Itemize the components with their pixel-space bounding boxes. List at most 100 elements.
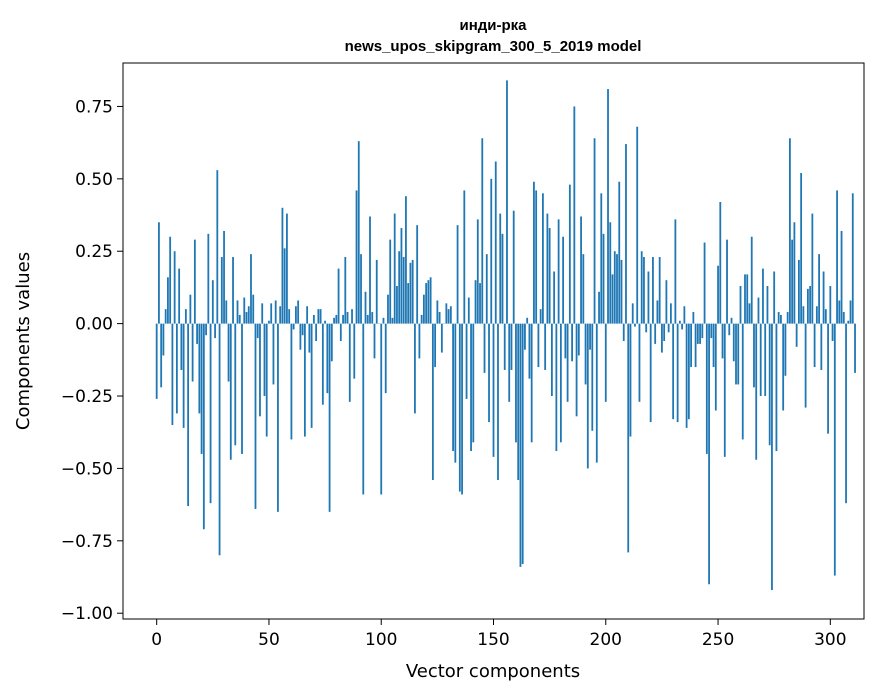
bar-185 — [571, 323, 573, 362]
bar-92 — [362, 323, 365, 495]
bar-254 — [726, 239, 728, 324]
bar-30 — [223, 230, 225, 324]
bar-184 — [568, 184, 571, 324]
y-ticks-group: −1.00 −0.75 −0.50 −0.25 0.00 0.25 0.50 0.75 — [61, 97, 123, 624]
bar-63 — [297, 300, 300, 324]
bar-58 — [286, 213, 288, 324]
bar-282 — [789, 138, 791, 324]
x-tick-label: 100 — [365, 630, 397, 650]
bar-281 — [786, 312, 789, 324]
chart-title-line1: инди-рка — [459, 17, 527, 34]
bar-2 — [160, 323, 163, 388]
bar-152 — [497, 323, 499, 481]
bar-235 — [683, 306, 686, 324]
bar-162 — [519, 323, 522, 567]
bar-251 — [719, 202, 722, 324]
bar-298 — [824, 309, 827, 324]
bar-105 — [391, 317, 394, 324]
bar-246 — [708, 323, 710, 585]
bar-226 — [663, 323, 666, 342]
bar-255 — [728, 323, 731, 336]
bar-227 — [665, 280, 668, 324]
bar-21 — [202, 323, 205, 530]
bar-223 — [656, 300, 659, 324]
bar-211 — [629, 323, 632, 437]
bar-35 — [234, 323, 237, 446]
bar-295 — [818, 254, 820, 324]
bar-37 — [238, 314, 241, 324]
bar-290 — [806, 288, 809, 324]
bar-136 — [461, 323, 463, 495]
bar-1 — [158, 222, 160, 324]
bar-214 — [636, 126, 639, 324]
bar-277 — [777, 312, 780, 324]
bar-0 — [155, 323, 158, 399]
bar-144 — [479, 283, 481, 324]
bar-15 — [189, 294, 192, 324]
bar-134 — [456, 225, 459, 324]
bar-262 — [744, 274, 746, 324]
bar-131 — [449, 306, 452, 324]
bar-231 — [674, 219, 677, 324]
bar-280 — [784, 323, 787, 376]
bar-241 — [696, 323, 699, 344]
bar-80 — [335, 314, 338, 324]
bar-285 — [795, 323, 798, 347]
bar-203 — [611, 274, 614, 324]
bar-245 — [705, 323, 708, 454]
bar-29 — [220, 257, 223, 324]
x-tick-label: 300 — [814, 630, 846, 650]
bar-127 — [440, 323, 443, 353]
bar-124 — [434, 323, 437, 368]
bar-224 — [658, 257, 661, 324]
bar-79 — [333, 317, 335, 324]
bar-307 — [845, 323, 847, 504]
bar-74 — [321, 323, 324, 405]
bar-303 — [836, 190, 838, 324]
bar-87 — [351, 309, 353, 324]
bar-67 — [306, 306, 309, 324]
bar-212 — [631, 303, 634, 324]
bar-145 — [481, 138, 484, 324]
bar-279 — [782, 323, 785, 411]
bar-148 — [488, 323, 490, 423]
bar-132 — [452, 323, 454, 452]
x-ticks-group: 0 50 100 150 200 250 300 — [151, 619, 847, 650]
bar-45 — [256, 323, 259, 339]
bar-71 — [315, 323, 318, 342]
bar-3 — [162, 323, 165, 356]
bar-34 — [232, 257, 234, 324]
bar-107 — [396, 285, 398, 324]
bar-218 — [645, 323, 648, 333]
bar-164 — [524, 323, 526, 350]
bar-137 — [463, 190, 466, 324]
bar-26 — [214, 323, 216, 339]
bar-18 — [196, 323, 198, 344]
bar-216 — [640, 251, 643, 324]
bar-309 — [849, 300, 852, 324]
bar-288 — [802, 306, 805, 324]
bar-263 — [746, 274, 749, 324]
bar-84 — [344, 257, 347, 324]
bar-176 — [550, 323, 553, 397]
bars-group — [155, 80, 856, 591]
bar-110 — [402, 257, 405, 324]
bar-284 — [793, 222, 796, 324]
bar-31 — [225, 300, 228, 324]
bar-167 — [530, 323, 533, 443]
bar-61 — [292, 323, 295, 330]
bar-308 — [847, 320, 850, 324]
bar-83 — [342, 314, 344, 324]
bar-273 — [768, 323, 771, 446]
y-tick-label: 0.50 — [75, 170, 113, 190]
bar-264 — [748, 303, 751, 324]
bar-292 — [811, 213, 814, 324]
bar-146 — [483, 323, 486, 373]
bar-140 — [470, 323, 472, 452]
y-tick-label: −0.75 — [61, 532, 113, 552]
bar-73 — [319, 309, 322, 324]
bar-104 — [389, 239, 392, 324]
bar-306 — [842, 312, 845, 324]
bar-159 — [512, 210, 515, 324]
bar-242 — [699, 323, 701, 344]
